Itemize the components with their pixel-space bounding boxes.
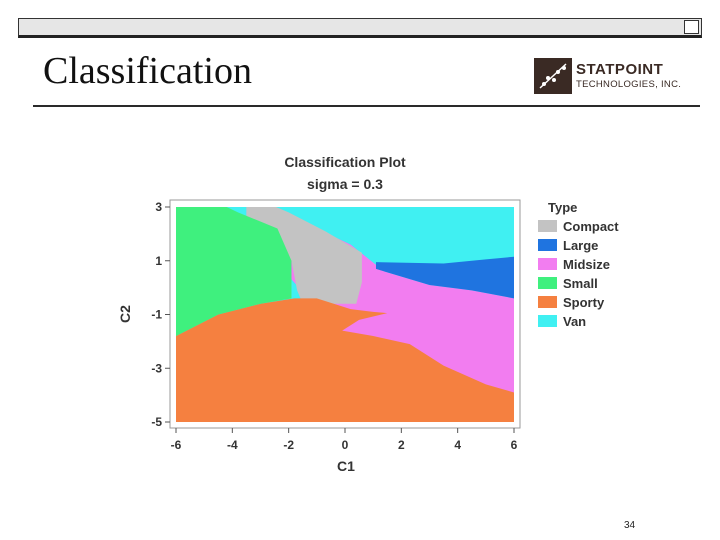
legend-label-compact: Compact bbox=[563, 219, 619, 234]
legend-label-small: Small bbox=[563, 276, 598, 291]
region-sporty bbox=[176, 298, 514, 422]
window-title-bar bbox=[18, 18, 702, 38]
x-tick-label: -6 bbox=[171, 438, 182, 452]
page-number: 34 bbox=[624, 520, 636, 531]
legend-label-van: Van bbox=[563, 314, 586, 329]
legend-swatch-compact bbox=[538, 220, 557, 232]
region-large bbox=[375, 256, 514, 299]
y-tick-label: 1 bbox=[155, 254, 162, 268]
y-tick-label: -1 bbox=[151, 308, 162, 322]
legend-label-midsize: Midsize bbox=[563, 257, 610, 272]
axes: -6 -4 -2 0 2 4 6 3 1 -1 -3 -5 bbox=[151, 199, 521, 452]
statpoint-logo-icon bbox=[534, 58, 572, 94]
title-divider bbox=[33, 105, 700, 107]
y-axis-label: C2 bbox=[117, 305, 133, 323]
legend-label-large: Large bbox=[563, 238, 598, 253]
chart-title: Classification Plot bbox=[284, 154, 406, 170]
legend-label-sporty: Sporty bbox=[563, 295, 605, 310]
logo-text-statpoint: STATPOINT bbox=[576, 61, 664, 78]
y-tick-label: -3 bbox=[151, 361, 162, 375]
legend-swatch-van bbox=[538, 315, 557, 327]
legend-swatch-midsize bbox=[538, 258, 557, 270]
x-tick-label: 6 bbox=[511, 438, 518, 452]
legend-swatch-sporty bbox=[538, 296, 557, 308]
x-tick-label: 0 bbox=[342, 438, 349, 452]
y-tick-label: -5 bbox=[151, 415, 162, 429]
x-axis-label: C1 bbox=[337, 458, 355, 474]
y-tick-label: 3 bbox=[155, 200, 162, 214]
legend-swatch-large bbox=[538, 239, 557, 251]
chart-subtitle: sigma = 0.3 bbox=[307, 176, 383, 192]
logo-text-technologies: TECHNOLOGIES, INC. bbox=[576, 79, 682, 90]
window-control-box[interactable] bbox=[684, 20, 699, 34]
legend: Type Compact Large Midsize Small Sporty Van bbox=[538, 200, 619, 329]
slide-title: Classification bbox=[43, 50, 252, 92]
x-tick-label: -2 bbox=[283, 438, 294, 452]
x-tick-label: -4 bbox=[227, 438, 238, 452]
x-tick-label: 2 bbox=[398, 438, 405, 452]
x-tick-label: 4 bbox=[454, 438, 461, 452]
legend-title: Type bbox=[548, 200, 577, 215]
region-small bbox=[176, 207, 292, 336]
region-layer bbox=[176, 207, 514, 422]
legend-swatch-small bbox=[538, 277, 557, 289]
